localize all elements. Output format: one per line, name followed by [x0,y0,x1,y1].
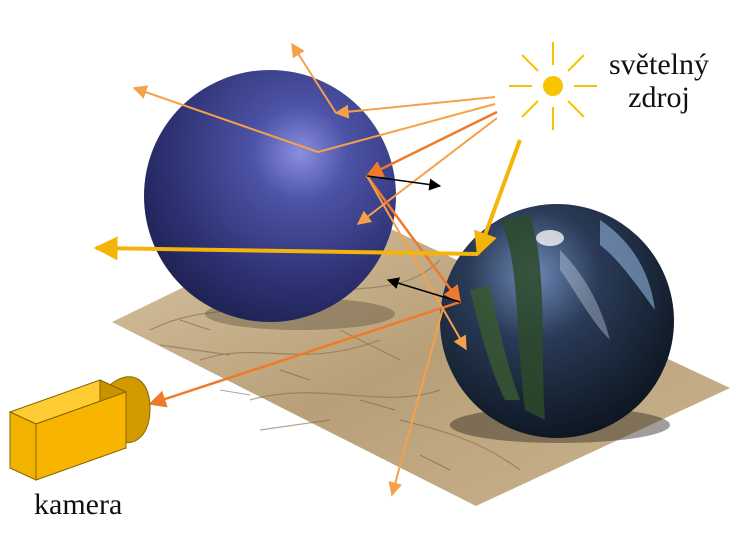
ray [132,85,319,153]
normal-vector [366,175,442,191]
light-source-label-line2: zdroj [628,81,690,114]
ray [317,103,496,153]
ray [365,110,498,178]
normal-vector [386,277,461,303]
mirror-sphere [440,204,674,438]
ray [291,42,337,114]
ray [388,307,444,497]
ray [365,175,462,304]
sun-icon [509,42,597,130]
light-rays [93,42,522,497]
ray [334,96,496,119]
ray [93,236,479,261]
diffuse-sphere [144,70,396,322]
ray [366,175,467,351]
ray [356,117,498,225]
light-source-label-line1: světelný [609,48,709,81]
ray [474,139,522,257]
light-source-label: světelný zdroj [604,48,714,114]
camera-label: kamera [34,488,123,521]
ray [148,300,461,408]
camera-icon [8,376,151,481]
